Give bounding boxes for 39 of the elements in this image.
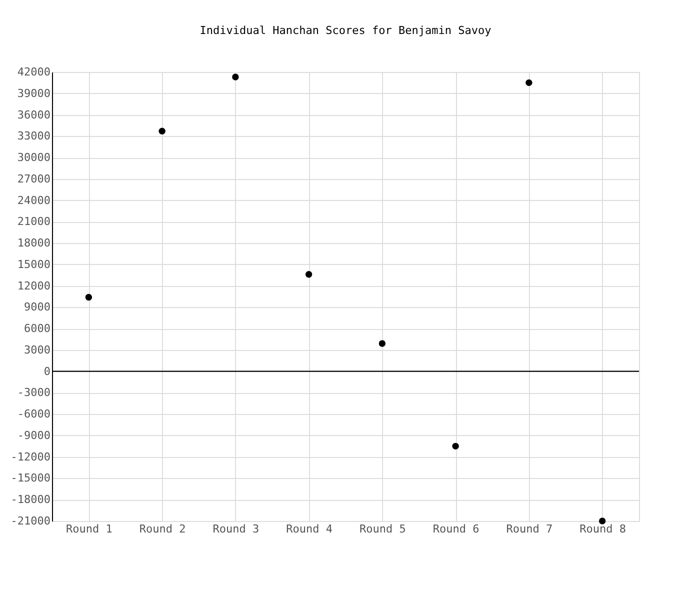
chart-title: Individual Hanchan Scores for Benjamin Savoy <box>200 24 492 37</box>
y-tick-label: -18000 <box>10 493 50 506</box>
x-tick-label: Round 8 <box>580 522 626 536</box>
y-tick-label: 18000 <box>17 236 50 250</box>
y-tick-label: -21000 <box>10 514 50 528</box>
y-tick-label: -12000 <box>10 450 50 464</box>
y-tick-label: -15000 <box>10 472 50 485</box>
point <box>526 79 532 86</box>
y-tick-label: 9000 <box>24 300 50 314</box>
x-tick-label: Round 4 <box>286 522 333 536</box>
y-tick-label: 3000 <box>24 343 50 356</box>
point <box>158 128 166 134</box>
point <box>85 294 92 301</box>
y-tick-label: 6000 <box>24 322 50 336</box>
x-tick-label: Round 3 <box>212 522 260 536</box>
y-tick-label: -6000 <box>17 408 50 421</box>
y-tick-label: 36000 <box>17 108 50 122</box>
point <box>232 74 239 80</box>
y-tick-label: 0 <box>44 364 50 378</box>
x-tick-label: Round 1 <box>66 522 112 536</box>
point <box>452 442 459 450</box>
x-tick-label: Round 7 <box>506 522 553 536</box>
y-tick-label: -9000 <box>17 428 50 442</box>
y-tick-label: 21000 <box>17 215 50 228</box>
y-tick-label: 24000 <box>17 194 50 207</box>
y-tick-label: -3000 <box>17 386 50 400</box>
y-tick-label: 42000 <box>17 66 50 78</box>
y-tick-label: 27000 <box>17 172 50 186</box>
y-tick-label: 12000 <box>17 279 50 292</box>
point <box>598 518 606 524</box>
y-tick-label: 33000 <box>17 130 50 143</box>
y-tick-label: 39000 <box>17 86 50 100</box>
y-tick-label: 30000 <box>17 151 50 164</box>
x-tick-label: Round 6 <box>432 522 480 536</box>
point <box>378 340 386 347</box>
x-tick-label: Round 5 <box>360 522 406 536</box>
point <box>305 271 312 278</box>
x-tick-label: Round 2 <box>139 522 186 536</box>
y-tick-label: 15000 <box>17 258 50 271</box>
